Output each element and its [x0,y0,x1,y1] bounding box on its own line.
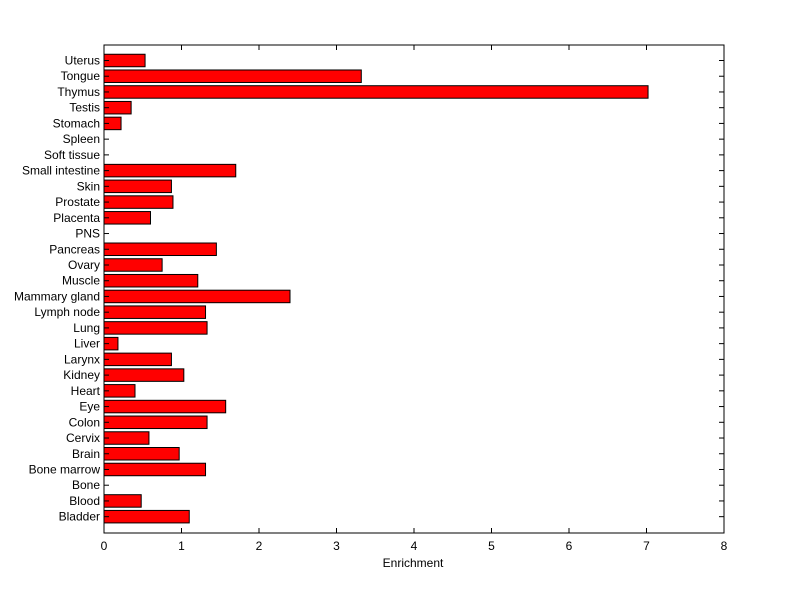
y-tick-label: Tongue [61,69,101,83]
y-tick-label: Prostate [55,195,100,209]
bar-lung [103,321,208,335]
bar-eye [103,399,227,414]
bar-cervix [103,431,150,445]
y-tick-label: Liver [74,337,100,351]
x-tick-label: 7 [643,539,650,553]
y-tick-label: Heart [71,384,101,398]
y-tick-label: Bladder [59,510,100,524]
bar-kidney [103,368,185,382]
bar-thymus [103,85,649,99]
y-tick-label: Blood [69,494,100,508]
y-tick-label: Small intestine [22,164,100,178]
y-tick-label: Spleen [63,132,100,146]
bar-tongue [103,69,362,83]
y-tick-label: Skin [77,179,100,193]
bar-skin [103,179,172,194]
y-tick-label: Stomach [53,116,100,130]
x-tick-label: 6 [566,539,573,553]
y-tick-label: Placenta [53,211,100,225]
x-tick-label: 1 [178,539,185,553]
x-tick-label: 4 [411,539,418,553]
y-tick-label: Pancreas [49,242,100,256]
y-tick-label: Eye [79,400,100,414]
x-tick-label: 8 [721,539,728,553]
bar-small-intestine [103,163,237,178]
y-tick-label: Colon [69,415,100,429]
y-tick-label: PNS [75,227,100,241]
bar-muscle [103,273,199,288]
bar-placenta [103,211,151,225]
y-tick-label: Soft tissue [44,148,100,162]
y-tick-label: Testis [69,101,100,115]
x-tick-label: 0 [101,539,108,553]
y-tick-label: Brain [72,447,100,461]
x-tick-label: 3 [333,539,340,553]
bar-lymph-node [103,305,207,319]
plot-area [104,45,724,533]
bar-ovary [103,258,163,272]
bar-colon [103,415,208,430]
x-tick-label: 5 [488,539,495,553]
y-tick-label: Lung [73,321,100,335]
bar-prostate [103,195,174,209]
y-tick-label: Thymus [57,85,100,99]
y-tick-label: Muscle [62,274,100,288]
bar-bladder [103,509,190,524]
x-tick-label: 2 [256,539,263,553]
y-tick-label: Kidney [63,368,100,382]
x-axis-ticks: 0 1 2 3 4 5 6 7 8 [101,45,728,553]
y-tick-label: Bone [72,478,100,492]
y-tick-label: Larynx [64,352,100,366]
bar-brain [103,447,180,461]
x-axis-label: Enrichment [383,556,444,570]
bar-larynx [103,352,172,367]
bar-blood [103,494,142,508]
y-tick-label: Bone marrow [29,462,101,476]
y-tick-label: Cervix [66,431,100,445]
bar-uterus [103,53,146,68]
y-tick-label: Mammary gland [14,289,100,303]
bar-pancreas [103,242,217,257]
bar-mammary-gland [103,289,291,304]
y-tick-label: Lymph node [34,305,100,319]
y-tick-label: Uterus [65,54,100,68]
y-tick-label: Ovary [68,258,100,272]
bar-bone-marrow [103,462,207,477]
